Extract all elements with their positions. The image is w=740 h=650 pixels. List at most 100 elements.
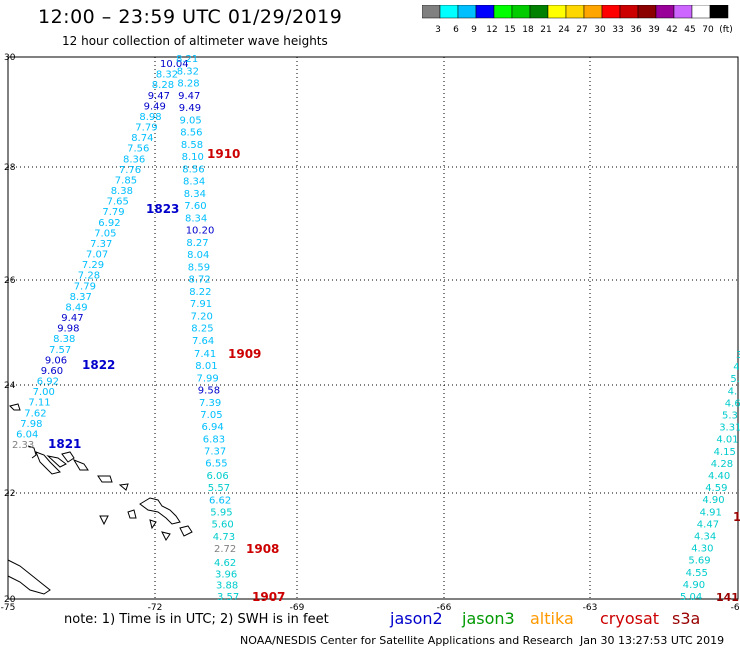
wave-value: 2.33	[12, 440, 34, 451]
scale-label: 70	[702, 25, 714, 35]
wave-value: 8.34	[185, 213, 207, 224]
wave-value: 8.21	[176, 54, 198, 65]
lon-label: -66	[437, 603, 452, 612]
lat-label: 24	[4, 381, 16, 391]
wave-value: 3.88	[216, 581, 238, 592]
map-frame	[7, 56, 739, 600]
wave-value: 7.20	[191, 312, 213, 323]
scale-label: 6	[453, 25, 459, 35]
wave-value: 6.92	[37, 377, 59, 388]
lat-label: 22	[4, 489, 15, 499]
wave-value: 6.83	[203, 434, 225, 445]
pass-label: 1910	[207, 147, 240, 161]
wave-value: 4.59	[705, 483, 727, 494]
wave-value: 8.28	[152, 80, 174, 91]
wave-value: 7.07	[86, 250, 108, 261]
wave-value: 7.79	[102, 207, 124, 218]
scale-label: 3	[435, 25, 441, 35]
wave-value: 4.62	[214, 558, 236, 569]
wave-value: 7.79	[74, 281, 96, 292]
wave-value: 7.85	[115, 175, 137, 186]
wave-value: 9.47	[178, 91, 200, 102]
scale-label: 9	[471, 25, 477, 35]
wave-value: 6.62	[209, 495, 231, 506]
scale-label: 18	[522, 25, 534, 35]
wave-value: 8.38	[111, 186, 133, 197]
wave-value: 3.57	[217, 592, 239, 603]
wave-value: 6.06	[207, 471, 229, 482]
wave-value: 9.05	[180, 115, 202, 126]
lat-lon-grid	[8, 57, 738, 599]
pass-label: 1822	[82, 358, 115, 372]
wave-value: 4.90	[683, 580, 705, 591]
scale-label: 21	[540, 25, 551, 35]
wave-value: 8.98	[139, 112, 161, 123]
wave-value: 3.31	[719, 423, 740, 434]
wave-value: 7.41	[194, 349, 216, 360]
scale-label: (ft)	[719, 25, 732, 35]
pass-label: 1	[733, 510, 740, 524]
wave-value: 6.04	[16, 429, 38, 440]
pass-label: 1909	[228, 347, 261, 361]
satellite-s3a: s3a	[672, 609, 701, 628]
pass-label: 1907	[252, 590, 285, 604]
lat-label: 20	[4, 595, 16, 605]
pass-label: 1823	[146, 202, 179, 216]
wave-value: 3.96	[215, 569, 237, 580]
lon-label: -72	[148, 603, 163, 612]
wave-value: 4.90	[702, 495, 724, 506]
pass-label: 141	[716, 591, 739, 604]
wave-value: 8.59	[188, 262, 210, 273]
wave-value: 8.32	[156, 70, 178, 81]
wave-value: 7.37	[90, 239, 112, 250]
wave-value: 7.76	[119, 165, 141, 176]
wave-height-values: 2.336.047.987.627.117.006.929.609.067.57…	[12, 54, 740, 604]
wave-value: 9.49	[144, 101, 166, 112]
wave-value: 9.58	[198, 386, 220, 397]
wave-value: 8.27	[186, 238, 208, 249]
wave-value: 8.34	[184, 189, 206, 200]
wave-value: 5.04	[680, 592, 702, 603]
wave-value: 10.20	[186, 226, 215, 237]
map-subtitle: 12 hour collection of altimeter wave hei…	[62, 34, 328, 48]
wave-value: 8.38	[53, 334, 75, 345]
wave-value: 7.65	[107, 197, 129, 208]
wave-value: 8.58	[181, 140, 203, 151]
wave-value: 6.55	[205, 459, 227, 470]
scale-label: 33	[612, 25, 623, 35]
wave-value: 4.30	[691, 544, 713, 555]
wave-value: 9.06	[45, 355, 67, 366]
lon-label: -69	[290, 603, 305, 612]
timestamp: Jan 30 13:27:53 UTC 2019	[580, 634, 725, 647]
wave-value: 8.74	[131, 133, 153, 144]
lat-label: 28	[4, 163, 16, 173]
satellite-cryosat: cryosat	[600, 609, 660, 628]
wave-value: 5.3	[722, 411, 738, 422]
wave-value: 7.05	[200, 410, 222, 421]
wave-value: 8.22	[189, 287, 211, 298]
wave-value: 7.29	[82, 260, 104, 271]
wave-value: 5.60	[212, 520, 234, 531]
scale-label: 24	[558, 25, 570, 35]
wave-value: 7.99	[197, 373, 219, 384]
scale-swatch	[709, 5, 729, 19]
wave-value: 7.39	[199, 398, 221, 409]
lon-label: -75	[1, 603, 16, 612]
scale-label: 15	[504, 25, 515, 35]
wave-value: 4.73	[213, 532, 235, 543]
lat-label: 30	[4, 53, 16, 63]
wave-value: 9.47	[148, 91, 170, 102]
wave-value: 9.49	[179, 103, 201, 114]
wave-value: 7.11	[28, 398, 50, 409]
wave-value: 8.01	[195, 361, 217, 372]
wave-value: 4.55	[686, 568, 708, 579]
satellite-altika: altika	[530, 609, 574, 628]
wave-value: 5.69	[688, 556, 710, 567]
wave-value: 8.56	[180, 128, 202, 139]
wave-value: 10.04	[160, 59, 189, 70]
pass-label: 1821	[48, 437, 81, 451]
wave-value: 5.95	[210, 507, 232, 518]
pass-label: 1908	[246, 542, 279, 556]
wave-value: 3	[736, 350, 740, 361]
